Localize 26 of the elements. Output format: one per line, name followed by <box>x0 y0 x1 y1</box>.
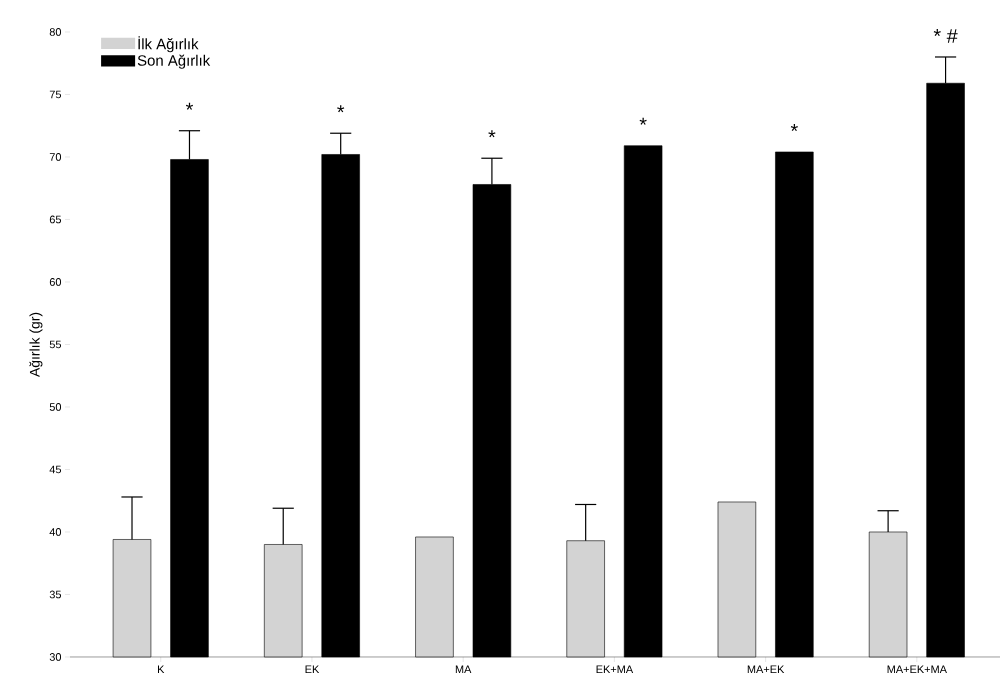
y-tick-label: 50 <box>49 403 62 411</box>
x-tick-label: MA <box>455 665 472 674</box>
y-tick-label: 30 <box>49 653 62 661</box>
x-tick-label: K <box>157 665 165 674</box>
annotation: * <box>488 130 496 138</box>
x-tick-label: EK <box>305 665 320 674</box>
y-tick-label: 40 <box>49 528 62 536</box>
y-tick-label: 65 <box>49 215 62 224</box>
legend-label: Son Ağırlık <box>137 54 211 69</box>
y-axis-title: Ağırlık (gr) <box>29 312 43 377</box>
annotation: * # <box>933 29 958 43</box>
y-tick-label: 75 <box>49 90 62 99</box>
annotation: * <box>185 102 194 110</box>
y-tick-label: 35 <box>49 590 62 599</box>
y-tick-label: 60 <box>49 278 62 286</box>
x-tick-label: MA+EK+MA <box>887 665 947 674</box>
y-tick-label: 80 <box>49 28 62 36</box>
annotation: * <box>790 124 798 132</box>
annotation: * <box>639 117 647 125</box>
legend-label: İlk Ağırlık <box>138 36 199 53</box>
y-tick-label: 70 <box>49 153 62 161</box>
y-tick-label: 55 <box>49 340 62 349</box>
y-tick-label: 45 <box>49 465 62 474</box>
x-tick-label: EK+MA <box>596 665 634 674</box>
annotation: * <box>337 105 345 113</box>
x-tick-label: MA+EK <box>747 665 785 674</box>
